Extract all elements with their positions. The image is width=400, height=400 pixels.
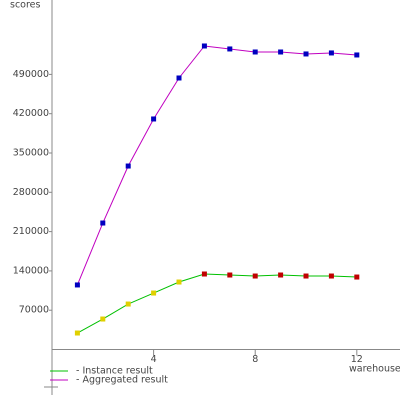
data-point bbox=[176, 279, 182, 285]
data-point bbox=[354, 52, 360, 58]
x-tick-label: 8 bbox=[252, 354, 258, 365]
y-tick-label: 350000 bbox=[13, 148, 49, 159]
y-axis-label: scores bbox=[10, 0, 41, 11]
y-tick-label: 140000 bbox=[13, 265, 49, 276]
data-point bbox=[328, 273, 334, 279]
data-point bbox=[74, 282, 80, 288]
series-line bbox=[77, 273, 357, 334]
y-tick-label: 280000 bbox=[13, 187, 49, 198]
x-axis-label: warehouses bbox=[349, 364, 400, 375]
y-tick-label: 420000 bbox=[13, 108, 49, 119]
data-point bbox=[303, 273, 309, 279]
data-point bbox=[303, 51, 309, 57]
x-tick-label: 4 bbox=[151, 354, 157, 365]
data-point bbox=[176, 75, 182, 81]
data-point bbox=[151, 116, 157, 122]
data-point bbox=[227, 272, 233, 278]
data-point bbox=[125, 301, 131, 307]
y-tick-label: 210000 bbox=[13, 226, 49, 237]
legend-label: - Instance result bbox=[76, 366, 153, 377]
data-point bbox=[252, 273, 258, 279]
data-point bbox=[201, 43, 207, 49]
y-tick-label: 70000 bbox=[19, 305, 49, 316]
data-point bbox=[100, 220, 106, 226]
series-line bbox=[76, 45, 357, 286]
data-point bbox=[354, 274, 360, 280]
data-point bbox=[201, 271, 207, 277]
data-point bbox=[100, 316, 106, 322]
data-point bbox=[328, 50, 334, 56]
data-point bbox=[278, 49, 284, 55]
y-tick-label: 490000 bbox=[13, 69, 49, 80]
data-point bbox=[227, 46, 233, 52]
data-point bbox=[74, 330, 80, 336]
data-point bbox=[252, 49, 258, 55]
data-point bbox=[278, 272, 284, 278]
x-tick-label: 12 bbox=[351, 354, 363, 365]
data-point bbox=[151, 290, 157, 296]
legend-label: - Aggregated result bbox=[76, 375, 168, 386]
data-point bbox=[125, 163, 131, 169]
